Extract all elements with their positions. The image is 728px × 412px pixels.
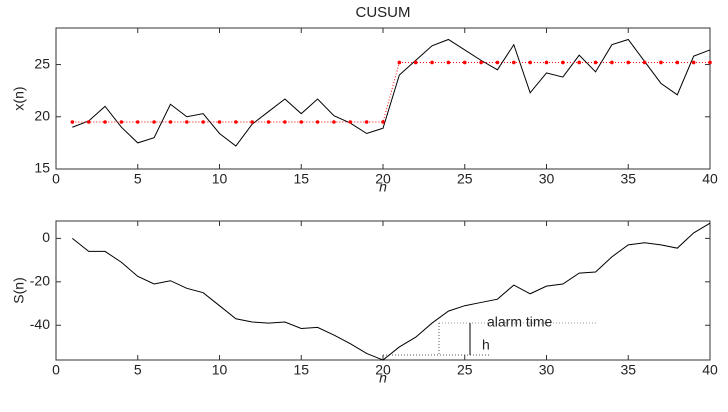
x-tick-label: 10 (212, 362, 228, 378)
x-tick-label: 0 (52, 171, 60, 187)
mean-marker (626, 60, 631, 65)
annotation: h (482, 337, 490, 353)
mean-marker (348, 120, 353, 124)
x-tick-label: 20 (375, 362, 391, 378)
mean-marker (332, 120, 336, 124)
x-tick-label: 15 (293, 171, 309, 187)
y-tick-label: 15 (34, 160, 50, 176)
mean-marker (446, 60, 451, 65)
mean-marker (315, 120, 320, 124)
mean-marker (185, 120, 189, 124)
mean-marker (381, 120, 385, 124)
mean-marker (512, 60, 516, 65)
x-tick-label: 5 (134, 362, 142, 378)
x-axis-label: n (379, 179, 387, 195)
y-tick-label: 25 (34, 55, 50, 71)
y-axis-label: x(n) (11, 86, 27, 110)
mean-marker (479, 60, 483, 65)
data-line (72, 38, 711, 147)
mean-marker (708, 60, 712, 65)
mean-marker (495, 60, 500, 65)
mean-marker (266, 120, 271, 124)
y-tick-label: 20 (34, 107, 50, 123)
chart-title: CUSUM (356, 4, 411, 21)
x-tick-label: 15 (293, 362, 309, 378)
mean-marker (103, 120, 107, 124)
mean-marker (544, 60, 549, 65)
x-tick-label: 40 (702, 362, 718, 378)
mean-marker (70, 120, 75, 124)
x-tick-label: 10 (212, 171, 228, 187)
mean-marker (593, 60, 598, 65)
mean-marker (364, 120, 369, 124)
x-tick-label: 35 (620, 362, 636, 378)
mean-marker (397, 60, 402, 65)
y-axis-label: S(n) (11, 277, 27, 303)
mean-marker (119, 120, 124, 124)
mean-marker (135, 120, 140, 124)
plot-frame (55, 220, 711, 361)
mean-marker (462, 60, 467, 65)
mean-marker (234, 120, 238, 124)
mean-marker (250, 120, 254, 124)
mean-marker (283, 120, 287, 124)
mean-marker (413, 60, 418, 65)
plot-frame (55, 27, 711, 170)
mean-marker (675, 60, 680, 65)
mean-marker (201, 120, 205, 124)
annotation-lines (383, 322, 598, 356)
x-tick-label: 20 (375, 171, 391, 187)
x-tick-label: 0 (52, 362, 60, 378)
y-tick-label: 0 (42, 229, 50, 245)
y-tick-label: -20 (30, 273, 50, 289)
mean-marker (642, 60, 647, 65)
mean-marker (528, 60, 532, 65)
x-tick-label: 5 (134, 171, 142, 187)
mean-marker (152, 120, 156, 124)
mean-marker (561, 60, 565, 65)
data-line (72, 222, 711, 361)
x-tick-label: 30 (539, 171, 555, 187)
x-tick-label: 35 (620, 171, 636, 187)
x-axis-label: n (379, 370, 387, 386)
mean-marker (577, 60, 581, 65)
mean-marker (610, 60, 614, 65)
mean-marker (691, 60, 696, 65)
x-tick-label: 40 (702, 171, 718, 187)
mean-line (72, 61, 710, 123)
mean-marker (430, 60, 434, 65)
x-tick-label: 25 (457, 171, 473, 187)
x-tick-label: 30 (539, 362, 555, 378)
y-tick-label: -40 (30, 316, 50, 332)
annotation: alarm time (487, 314, 553, 330)
mean-marker (659, 60, 663, 65)
mean-marker (86, 120, 91, 124)
mean-marker (217, 120, 222, 124)
mean-marker (168, 120, 173, 124)
mean-marker (299, 120, 304, 124)
x-tick-label: 25 (457, 362, 473, 378)
